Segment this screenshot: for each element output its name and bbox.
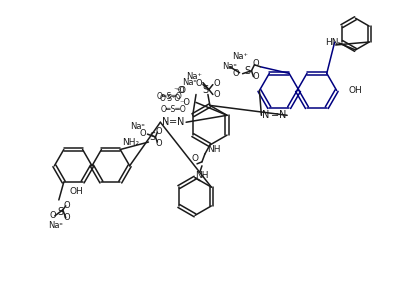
Text: Naᵒ: Naᵒ [131, 122, 145, 131]
Text: S: S [245, 66, 250, 76]
Text: Na⁺: Na⁺ [232, 52, 248, 61]
Text: N: N [261, 110, 269, 120]
Text: Naᵒ: Naᵒ [222, 62, 237, 71]
Text: O: O [214, 79, 220, 88]
Text: Na⁺: Na⁺ [186, 72, 202, 81]
Text: O·S·O: O·S·O [160, 94, 181, 103]
Text: N: N [280, 110, 287, 120]
Text: O═S═O: O═S═O [156, 92, 182, 101]
Text: S: S [58, 207, 64, 217]
Text: O: O [155, 127, 162, 136]
Text: O: O [64, 201, 70, 211]
Text: NH₂: NH₂ [122, 138, 139, 147]
Text: OH: OH [69, 187, 83, 196]
Text: O: O [252, 59, 259, 68]
Text: ⁻O: ⁻O [173, 86, 185, 95]
Text: O: O [192, 154, 199, 163]
Text: O: O [64, 213, 70, 222]
Text: Naᵒ: Naᵒ [182, 78, 197, 87]
Text: ’: ’ [164, 121, 167, 131]
Text: N: N [162, 117, 169, 127]
Text: ⁻O: ⁻O [179, 98, 190, 107]
Text: S: S [203, 85, 209, 95]
Text: O: O [49, 211, 56, 220]
Text: =: = [169, 117, 177, 127]
Text: NH: NH [195, 171, 209, 180]
Text: O: O [233, 69, 240, 78]
Text: NH: NH [207, 146, 220, 154]
Text: Naᵒ: Naᵒ [49, 221, 63, 230]
Text: O: O [214, 90, 220, 99]
Text: HN: HN [325, 39, 338, 48]
Text: O: O [252, 72, 259, 81]
Text: S: S [149, 132, 156, 142]
Text: N: N [177, 117, 185, 127]
Text: O: O [196, 79, 202, 88]
Text: O: O [155, 138, 162, 148]
Text: OH: OH [348, 86, 362, 95]
Text: O: O [140, 129, 147, 138]
Text: O═S═O: O═S═O [160, 105, 186, 114]
Text: ⁻O: ⁻O [175, 86, 186, 95]
Text: =: = [271, 110, 279, 120]
